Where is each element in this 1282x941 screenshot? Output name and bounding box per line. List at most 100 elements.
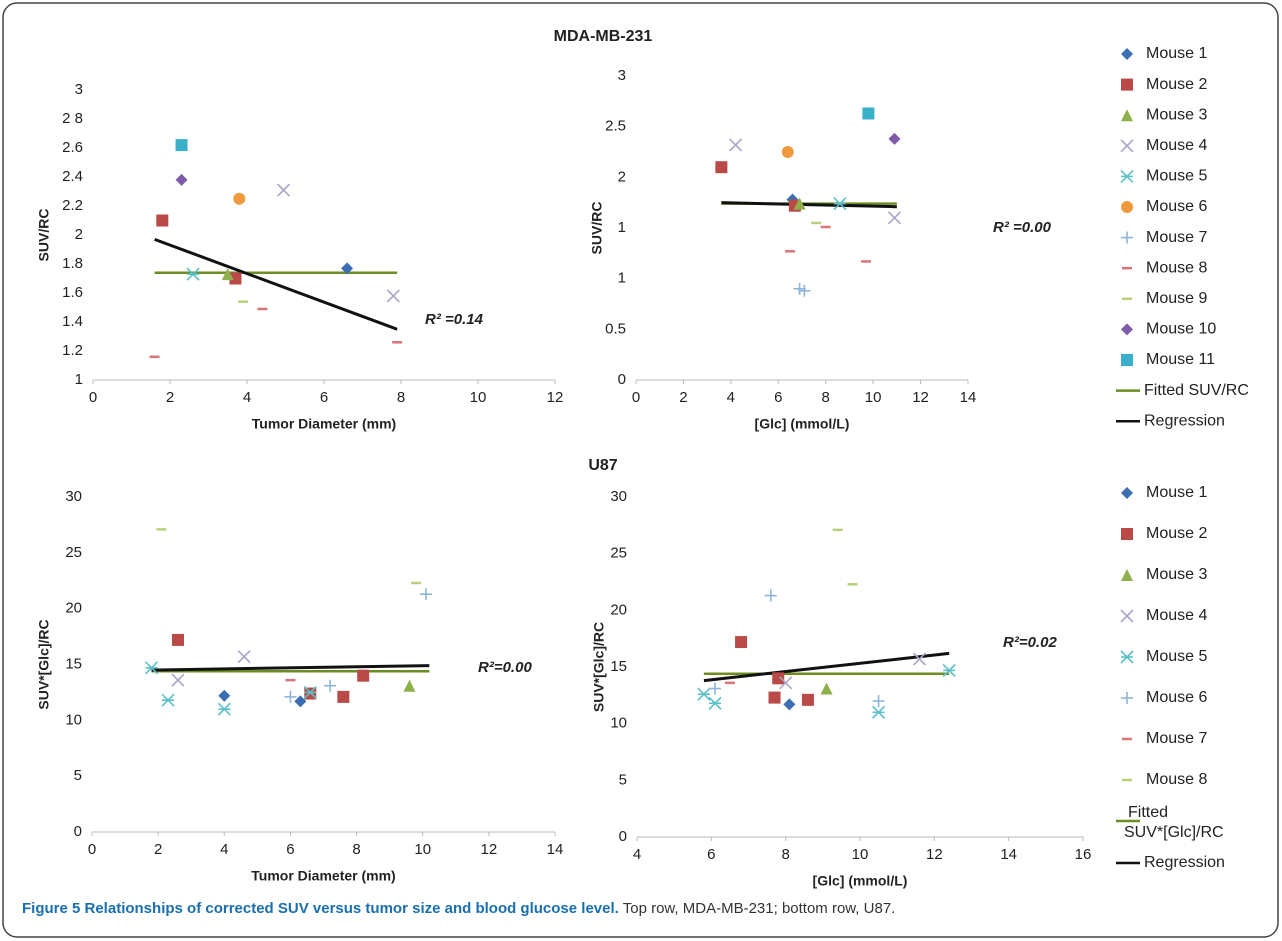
y-axis-label: SUV/RC — [36, 209, 52, 262]
y-tick-label: 3 — [75, 81, 83, 98]
square — [229, 272, 242, 285]
point — [233, 192, 246, 205]
point — [942, 663, 956, 677]
square — [801, 693, 814, 706]
legend-label: Mouse 4 — [1146, 607, 1207, 624]
square — [862, 107, 875, 120]
legend-label: Mouse 11 — [1146, 351, 1215, 368]
y-tick-label: 2.2 — [62, 197, 83, 214]
triangle — [1121, 569, 1133, 581]
point — [420, 588, 433, 601]
x-tick-label: 10 — [470, 389, 487, 406]
point — [715, 161, 728, 174]
point — [820, 682, 833, 695]
legend-label: Fitted SUV*[Glc]/RC — [1124, 804, 1224, 841]
x-tick-label: 2 — [154, 841, 162, 858]
legend-icon — [1120, 650, 1134, 664]
point — [729, 138, 743, 152]
y-tick-label: 15 — [610, 658, 627, 675]
x-tick-label: 2 — [166, 389, 174, 406]
point — [237, 650, 251, 664]
point — [218, 689, 231, 702]
x-tick-label: 14 — [547, 841, 564, 858]
x-tick-label: 16 — [1075, 846, 1092, 863]
square — [1121, 78, 1133, 91]
legend-label: Fitted SUV/RC — [1144, 382, 1249, 399]
y-tick-label: 25 — [65, 544, 82, 561]
triangle — [221, 268, 234, 281]
x-axis-label: [Glc] (mmol/L) — [755, 416, 850, 432]
x-tick-label: 14 — [960, 389, 977, 406]
point — [144, 661, 159, 675]
point — [833, 197, 847, 211]
x-tick-label: 0 — [89, 389, 97, 406]
point — [175, 139, 188, 152]
diamond — [175, 173, 188, 186]
point — [284, 690, 297, 703]
legend-label: Mouse 10 — [1146, 321, 1216, 338]
x-tick-label: 6 — [320, 389, 328, 406]
point — [171, 673, 185, 687]
y-axis-label: SUV*[Glc]/RC — [591, 622, 607, 712]
x-tick-label: 12 — [481, 841, 498, 858]
stroke — [887, 211, 902, 225]
square — [772, 672, 785, 685]
annotation: R²=0.02 — [1003, 634, 1057, 651]
point — [171, 633, 184, 646]
triangle — [820, 682, 833, 695]
y-tick-label: 5 — [74, 767, 82, 784]
x-tick-label: 8 — [822, 389, 830, 406]
point — [887, 211, 902, 225]
y-tick-label: 2.5 — [605, 118, 626, 135]
point — [779, 676, 793, 690]
legend-label: Regression — [1144, 412, 1225, 429]
circle — [1121, 201, 1133, 213]
diamond — [1121, 323, 1133, 336]
y-tick-label: 15 — [65, 655, 82, 672]
legend-label: Mouse 5 — [1146, 648, 1207, 665]
legend-label: Mouse 7 — [1146, 229, 1207, 246]
x-tick-label: 8 — [781, 846, 789, 863]
x-tick-label: 4 — [243, 389, 251, 406]
legend-label: Mouse 8 — [1146, 771, 1207, 788]
square — [735, 636, 748, 649]
y-tick-label: 0 — [618, 371, 626, 388]
stroke — [386, 289, 400, 303]
point — [793, 197, 806, 210]
point — [221, 268, 234, 281]
x-tick-label: 12 — [547, 389, 564, 406]
point — [324, 679, 337, 692]
stroke — [779, 676, 793, 690]
legend-label: Mouse 6 — [1146, 689, 1207, 706]
point — [277, 183, 291, 197]
legend-label: Mouse 1 — [1146, 484, 1207, 501]
fit-line — [151, 664, 430, 672]
x-tick-label: 10 — [414, 841, 431, 858]
y-tick-label: 3 — [618, 67, 626, 84]
legend-icon — [1120, 609, 1134, 623]
legend-icon — [1121, 569, 1133, 581]
point — [217, 702, 231, 716]
square — [1121, 354, 1133, 366]
legend-icon — [1121, 354, 1133, 366]
legend-icon — [1121, 692, 1133, 704]
y-tick-label: 1.6 — [62, 284, 83, 301]
legend-icon — [1121, 201, 1133, 213]
stroke — [277, 183, 291, 197]
y-tick-label: 1.8 — [62, 255, 83, 272]
diamond — [888, 132, 901, 145]
x-tick-label: 12 — [912, 389, 929, 406]
x-tick-label: 6 — [286, 841, 294, 858]
legend-icon — [1121, 48, 1133, 60]
legend-label: Mouse 7 — [1146, 730, 1207, 747]
legend-label: Regression — [1144, 854, 1225, 871]
point — [768, 691, 781, 704]
legend-label: Mouse 8 — [1146, 259, 1207, 276]
point — [294, 695, 307, 708]
legend-icon — [1121, 78, 1133, 91]
y-tick-label: 2.6 — [62, 139, 83, 156]
point — [156, 214, 169, 227]
stroke — [171, 673, 185, 687]
y-tick-label: 1 — [75, 371, 83, 388]
